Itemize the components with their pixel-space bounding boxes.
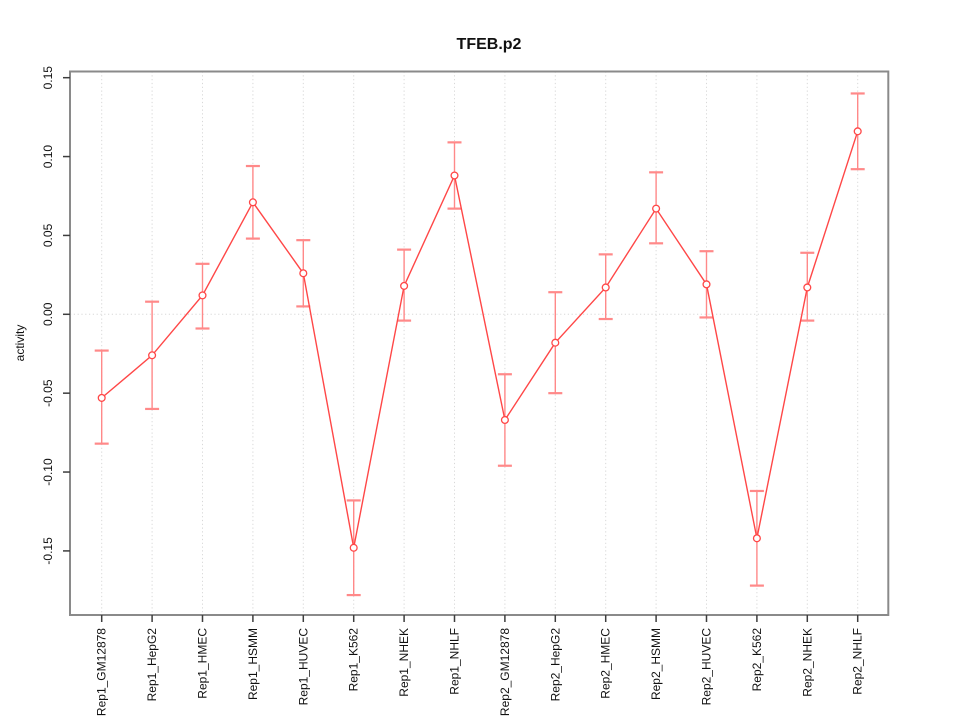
data-point xyxy=(400,281,409,290)
x-tick-label: Rep1_NHLF xyxy=(448,628,462,695)
x-tick-label: Rep2_NHLF xyxy=(851,628,865,695)
data-point xyxy=(299,269,308,278)
x-tick-label: Rep2_K562 xyxy=(750,628,764,692)
data-point xyxy=(450,171,459,180)
y-tick-label: -0.10 xyxy=(41,458,55,486)
data-point xyxy=(97,393,106,402)
data-point xyxy=(853,127,862,136)
x-tick-label: Rep2_NHEK xyxy=(800,628,814,697)
data-point xyxy=(248,198,257,207)
y-axis-title: activity xyxy=(13,325,27,362)
y-tick-label: -0.15 xyxy=(41,537,55,565)
data-point xyxy=(148,351,157,360)
chart-title: TFEB.p2 xyxy=(457,36,522,53)
data-point xyxy=(601,283,610,292)
x-tick-label: Rep1_HSMM xyxy=(246,628,260,700)
data-point xyxy=(500,415,509,425)
chart-generated-content: 0.15 0.10 0.05 0.00 -0.05 -0.10 -0.15 Rep1_GM12… xyxy=(41,66,890,716)
data-point xyxy=(803,283,812,292)
x-tick-label: Rep2_GM12878 xyxy=(498,628,512,716)
x-tick-label: Rep2_HMEC xyxy=(599,628,613,699)
data-point xyxy=(198,291,207,300)
data-line xyxy=(101,131,859,548)
y-tick-label: -0.05 xyxy=(41,379,55,407)
y-tick-label: 0.05 xyxy=(41,223,55,247)
x-tick-label: Rep2_HepG2 xyxy=(548,628,562,702)
data-point xyxy=(752,534,761,543)
x-tick-label: Rep1_HepG2 xyxy=(145,628,159,702)
data-point xyxy=(702,280,711,289)
y-tick-label: 0.00 xyxy=(41,302,55,326)
y-tick-label: 0.15 xyxy=(41,66,55,90)
data-point xyxy=(652,204,661,213)
data-point xyxy=(551,338,560,347)
data-point xyxy=(349,543,358,552)
x-tick-label: Rep1_GM12878 xyxy=(95,628,109,716)
x-tick-label: Rep1_NHEK xyxy=(397,628,411,697)
y-tick-label: 0.10 xyxy=(41,145,55,169)
x-tick-label: Rep1_K562 xyxy=(347,628,361,692)
x-tick-label: Rep1_HMEC xyxy=(196,628,210,699)
x-tick-label: Rep2_HUVEC xyxy=(700,628,714,706)
x-tick-label: Rep1_HUVEC xyxy=(296,628,310,706)
plot-border xyxy=(69,70,890,616)
x-tick-label: Rep2_HSMM xyxy=(649,628,663,700)
